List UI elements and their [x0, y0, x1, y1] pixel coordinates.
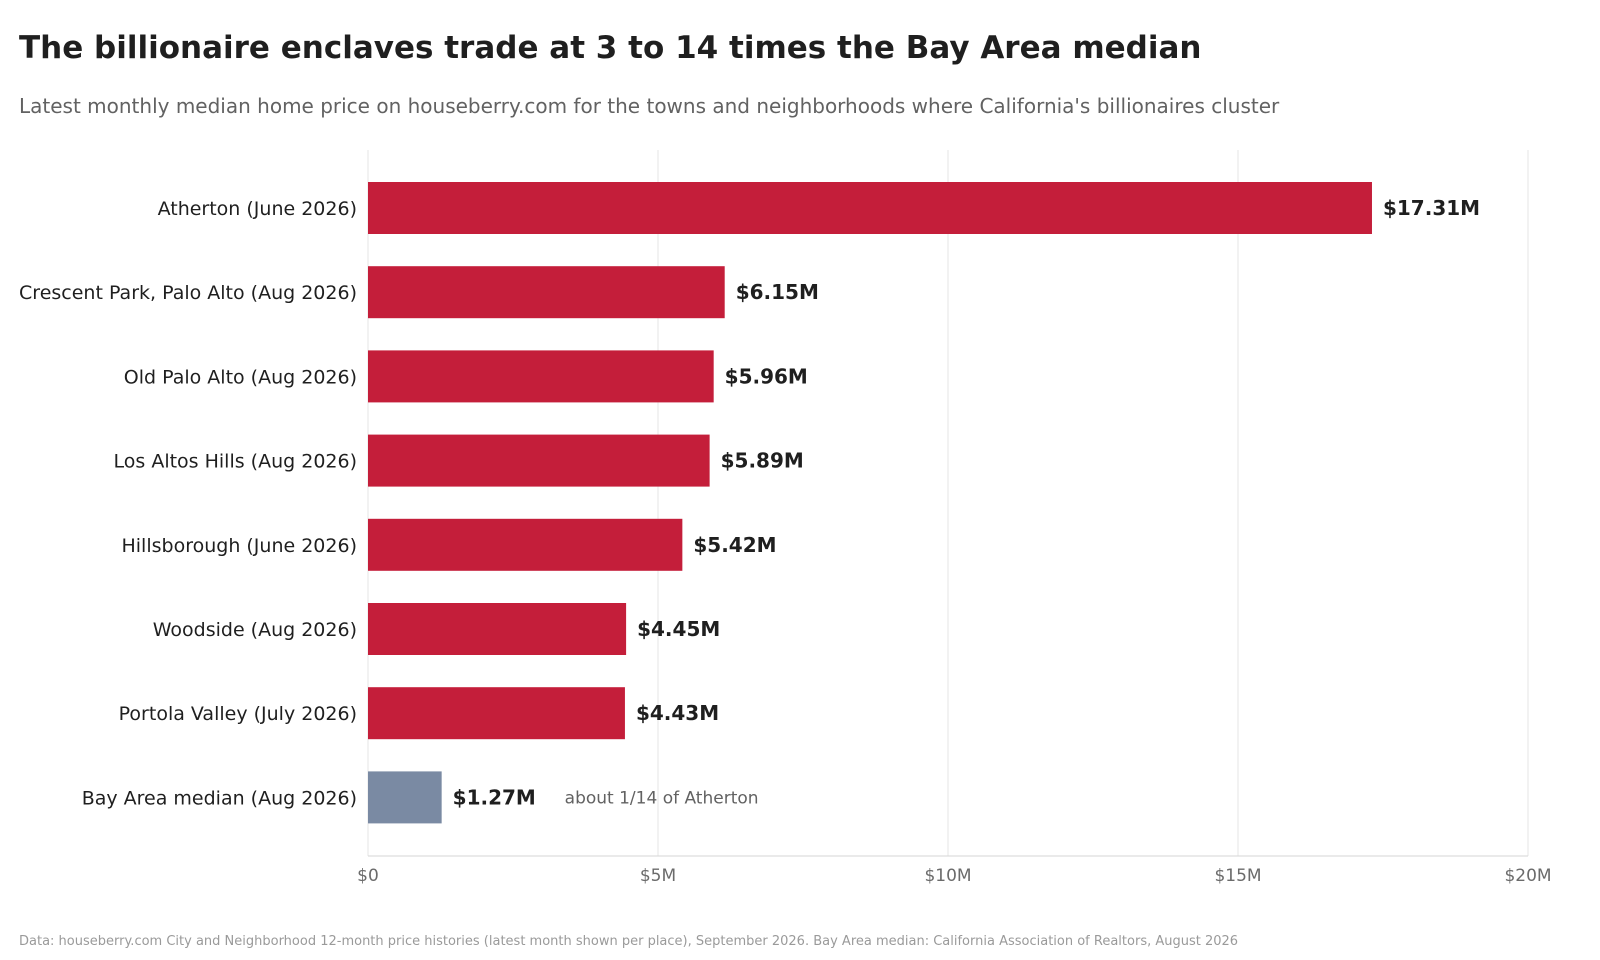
category-label: Atherton (June 2026)	[158, 198, 357, 220]
bar	[368, 350, 714, 403]
category-label: Los Altos Hills (Aug 2026)	[114, 451, 357, 473]
labels: $0 $5M $10M $15M $20M Atherton (June 2026) $17…	[19, 196, 1552, 886]
chart-subtitle: Latest monthly median home price on hous…	[19, 94, 1280, 118]
bar	[368, 182, 1372, 234]
x-tick-label: $15M	[1214, 866, 1261, 886]
category-label: Woodside (Aug 2026)	[153, 619, 357, 641]
gridlines	[367, 150, 1529, 857]
category-label: Old Palo Alto (Aug 2026)	[124, 366, 357, 388]
bar	[368, 687, 625, 740]
annotation-label: about 1/14 of Atherton	[565, 788, 759, 808]
bar	[368, 266, 725, 319]
value-label: $6.15M	[736, 280, 819, 304]
category-label: Crescent Park, Palo Alto (Aug 2026)	[19, 282, 357, 304]
value-label: $4.45M	[637, 617, 720, 641]
x-tick-label: $5M	[640, 866, 676, 886]
value-label: $5.89M	[721, 449, 804, 473]
value-label: $17.31M	[1383, 196, 1480, 220]
bar	[368, 434, 710, 487]
category-label: Hillsborough (June 2026)	[121, 535, 357, 557]
x-tick-label: $20M	[1504, 866, 1551, 886]
bar	[368, 771, 442, 824]
value-label: $1.27M	[453, 785, 536, 809]
value-label: $5.42M	[693, 533, 776, 557]
category-label: Bay Area median (Aug 2026)	[82, 787, 357, 809]
category-label: Portola Valley (July 2026)	[119, 703, 357, 725]
chart-title: The billionaire enclaves trade at 3 to 1…	[19, 30, 1202, 66]
source-note: Data: houseberry.com City and Neighborho…	[19, 934, 1239, 949]
bars	[368, 182, 1372, 824]
value-label: $5.96M	[725, 364, 808, 388]
x-tick-label: $0	[357, 866, 379, 886]
x-tick-label: $10M	[924, 866, 971, 886]
value-label: $4.43M	[636, 701, 719, 725]
bar	[368, 518, 683, 571]
bar	[368, 603, 627, 655]
